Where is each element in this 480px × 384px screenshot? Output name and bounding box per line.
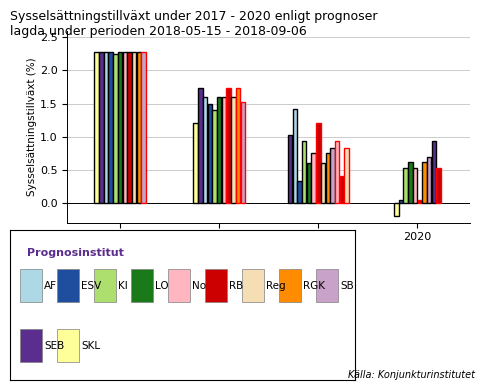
Bar [108,52,113,203]
Bar [321,163,325,203]
Text: No: No [192,281,206,291]
Text: SKL: SKL [81,341,100,351]
Bar [222,97,226,203]
Bar [330,148,335,203]
Bar [394,203,398,216]
Bar [427,157,432,203]
Bar [236,88,240,203]
Text: SB: SB [340,281,354,291]
FancyBboxPatch shape [57,269,79,302]
Bar [95,52,99,203]
Bar [227,88,231,203]
Bar [142,52,146,203]
Bar [127,52,132,203]
FancyBboxPatch shape [316,269,338,302]
Bar [217,97,221,203]
FancyBboxPatch shape [168,269,191,302]
Bar [113,54,118,203]
FancyBboxPatch shape [94,269,116,302]
FancyBboxPatch shape [57,329,79,362]
Bar [312,153,316,203]
Text: ESV: ESV [81,281,101,291]
Bar [122,52,127,203]
Bar [399,200,403,203]
FancyBboxPatch shape [20,329,42,362]
Bar [207,104,212,203]
Bar [316,123,321,203]
Bar [335,141,339,203]
Bar [418,200,422,203]
Bar [137,52,141,203]
FancyBboxPatch shape [242,269,264,302]
Bar [297,181,302,203]
Bar [325,153,330,203]
Bar [99,52,104,203]
Bar [193,123,198,203]
Bar [212,110,217,203]
Bar [132,52,136,203]
Text: Källa: Konjunkturinstitutet: Källa: Konjunkturinstitutet [348,370,475,380]
Text: AF: AF [44,281,57,291]
X-axis label: Prognosår: Prognosår [239,248,299,262]
FancyBboxPatch shape [131,269,154,302]
Bar [240,101,245,203]
FancyBboxPatch shape [279,269,301,302]
Bar [302,141,306,203]
Bar [344,148,349,203]
Text: Sysselsättningstillväxt under 2017 - 2020 enligt prognoser
lagda under perioden : Sysselsättningstillväxt under 2017 - 202… [10,10,377,38]
Bar [104,52,108,203]
Bar [404,169,408,203]
Bar [293,109,297,203]
Text: SEB: SEB [44,341,64,351]
Bar [288,135,292,203]
Text: KI: KI [118,281,128,291]
Bar [340,176,344,203]
Bar [436,169,441,203]
FancyBboxPatch shape [205,269,228,302]
Y-axis label: Sysselsättningstillväxt (%): Sysselsättningstillväxt (%) [27,57,37,196]
FancyBboxPatch shape [20,269,42,302]
Bar [307,163,311,203]
Bar [432,141,436,203]
Text: Reg: Reg [266,281,286,291]
Bar [413,169,418,203]
Bar [408,162,413,203]
Bar [422,162,427,203]
Bar [203,97,207,203]
Text: LO: LO [155,281,169,291]
Text: Prognosinstitut: Prognosinstitut [27,248,124,258]
Bar [198,88,203,203]
Text: RB: RB [229,281,243,291]
Bar [231,97,236,203]
Text: RGK: RGK [303,281,325,291]
Bar [118,52,122,203]
